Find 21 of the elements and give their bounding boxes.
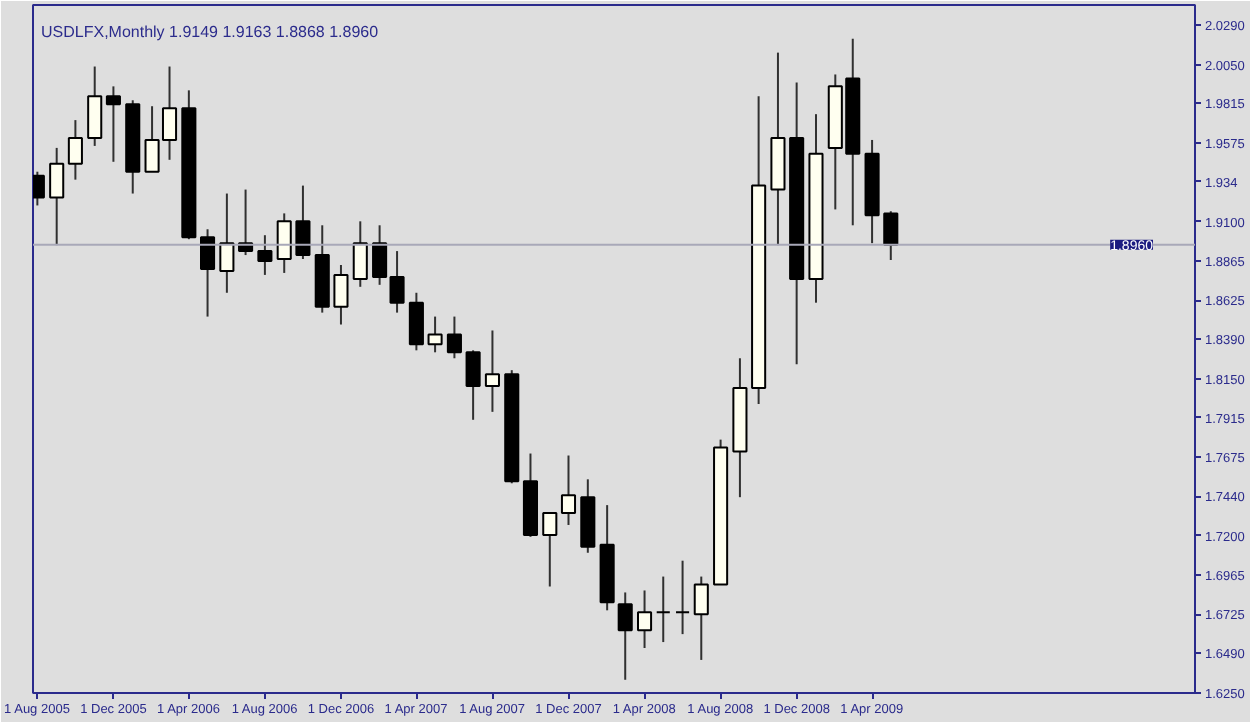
candlestick — [200, 228, 216, 318]
candlestick — [49, 146, 65, 247]
candlestick — [427, 315, 443, 354]
candlestick — [675, 559, 691, 636]
text: USDLFX,Monthly 1.9149 1.9163 1.8868 1.8960 — [41, 23, 380, 41]
candlestick — [105, 85, 121, 163]
candlestick — [87, 65, 103, 147]
candlestick — [408, 291, 424, 352]
candlestick — [257, 234, 273, 276]
candlestick — [352, 220, 368, 288]
candlestick — [67, 119, 83, 181]
candlestick — [693, 575, 709, 661]
candlestick — [617, 591, 633, 681]
candlestick — [637, 589, 653, 650]
candlestick — [219, 192, 235, 294]
candlestick — [560, 454, 577, 526]
candlestick — [655, 575, 671, 644]
candlestick — [446, 315, 462, 360]
candlestick — [465, 349, 481, 421]
candlestick — [484, 329, 500, 413]
candlestick — [542, 512, 558, 588]
